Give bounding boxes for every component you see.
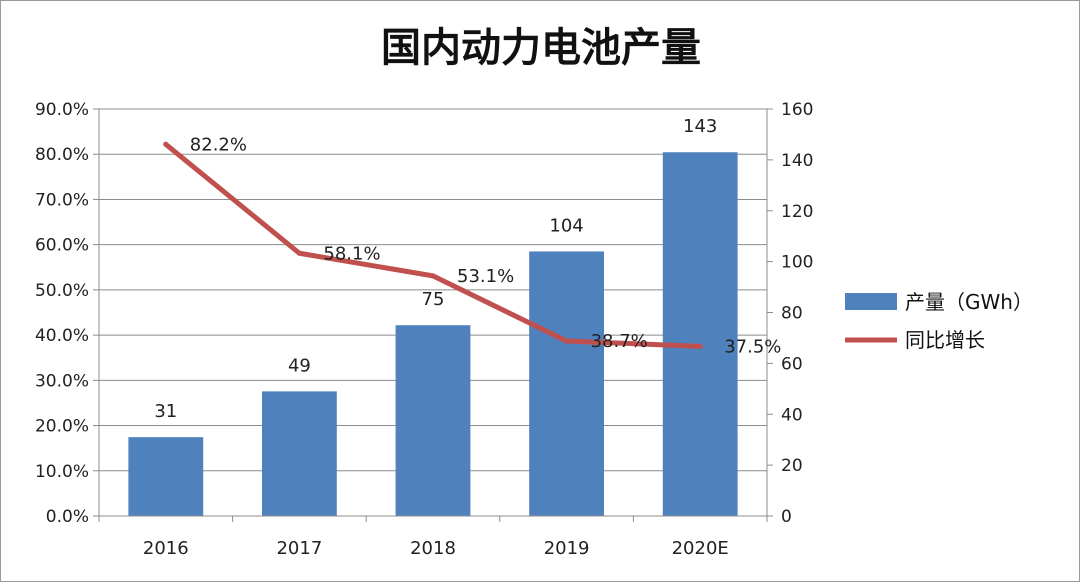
x-tick-label: 2019 <box>544 538 590 559</box>
bar <box>395 325 471 516</box>
left-tick-label: 80.0% <box>35 145 89 165</box>
x-tick-label: 2018 <box>410 538 456 559</box>
left-tick-label: 10.0% <box>35 462 89 482</box>
legend-label-line: 同比增长 <box>905 328 985 352</box>
line-value-label: 82.2% <box>190 134 247 155</box>
line-value-label: 58.1% <box>323 243 380 264</box>
legend-label-bar: 产量（GWh） <box>905 290 1033 314</box>
bar-value-label: 75 <box>422 289 445 310</box>
left-tick-label: 50.0% <box>35 281 89 301</box>
line-value-label: 38.7% <box>591 331 648 352</box>
line-value-label: 37.5% <box>724 336 781 357</box>
bar-value-label: 104 <box>549 215 583 236</box>
bar-value-label: 143 <box>683 116 717 137</box>
line-series <box>163 141 703 349</box>
legend: 产量（GWh） 同比增长 <box>845 290 1033 352</box>
left-tick-label: 60.0% <box>35 236 89 256</box>
line-point <box>296 250 302 256</box>
bar <box>261 391 337 516</box>
right-tick-label: 100 <box>781 253 813 273</box>
bar <box>662 152 738 516</box>
right-tick-label: 40 <box>781 405 803 425</box>
growth-line <box>163 141 703 349</box>
chart-title: 国内动力电池产量 <box>381 24 701 71</box>
x-tick-label: 2020E <box>672 538 729 559</box>
left-tick-label: 40.0% <box>35 326 89 346</box>
right-tick-label: 20 <box>781 456 803 476</box>
line-value-label: 53.1% <box>457 266 514 287</box>
line-point <box>697 343 703 349</box>
bar-value-label: 49 <box>288 355 311 376</box>
left-tick-label: 0.0% <box>46 507 89 527</box>
right-tick-label: 60 <box>781 354 803 374</box>
left-tick-label: 90.0% <box>35 100 89 120</box>
left-tick-label: 20.0% <box>35 417 89 437</box>
axes: 0.0% 10.0% 20.0% 30.0% 40.0% 50.0% 60.0% 70.0% 8… <box>35 100 813 559</box>
right-tick-label: 120 <box>781 202 813 222</box>
line-point <box>163 141 169 147</box>
bar-value-label: 31 <box>154 401 177 422</box>
right-tick-label: 140 <box>781 151 813 171</box>
right-tick-label: 80 <box>781 304 803 324</box>
x-tick-label: 2016 <box>143 538 189 559</box>
right-tick-label: 0 <box>781 507 792 527</box>
bar <box>529 251 605 516</box>
line-point <box>430 273 436 279</box>
right-tick-label: 160 <box>781 100 813 120</box>
left-tick-label: 70.0% <box>35 190 89 210</box>
legend-swatch-bar <box>845 293 897 310</box>
line-point <box>564 338 570 344</box>
data-labels: 31 49 75 104 143 82.2% 58.1% 53.1% 38.7% 37.5% <box>154 116 781 422</box>
left-tick-label: 30.0% <box>35 371 89 391</box>
bar <box>128 437 204 516</box>
x-tick-label: 2017 <box>276 538 322 559</box>
bar-series <box>128 152 738 516</box>
